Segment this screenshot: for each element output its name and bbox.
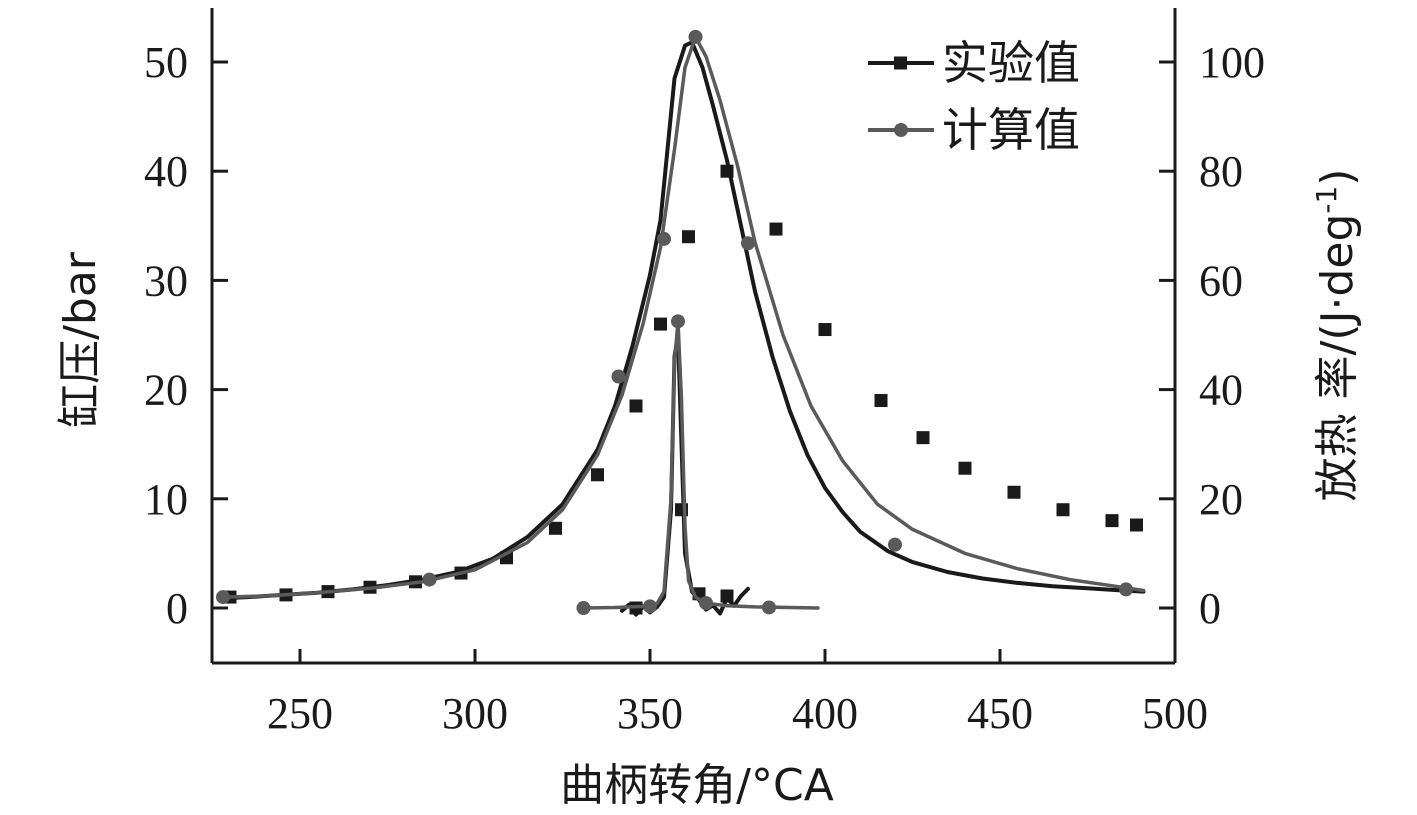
legend-item: 实验值 [868,36,1080,90]
data-point-square [654,317,667,331]
data-point-circle [688,29,703,44]
data-point-square [720,589,734,603]
data-point-square [1007,485,1021,499]
data-point-square [1105,514,1119,528]
legend-item: 计算值 [868,103,1080,157]
y-tick-label-right: 20 [1199,475,1243,524]
y-tick-label-left: 30 [144,256,188,305]
data-point-circle [643,599,657,614]
y-tick-label-right: 40 [1199,366,1243,415]
data-point-square [549,521,562,535]
data-point-square [769,222,783,236]
series-pressure-calculated [216,29,1146,605]
x-tick-label: 250 [267,689,333,738]
series-line [581,319,820,610]
y-tick-label-left: 0 [166,584,188,633]
data-point-circle [576,601,591,615]
data-point-square [591,468,604,482]
x-tick-label: 300 [442,689,508,738]
data-point-circle [611,369,626,384]
x-tick-label: 350 [617,689,683,738]
data-point-circle [657,231,671,246]
y-tick-label-left: 20 [144,366,188,415]
series-layer [216,29,1146,617]
series-line [221,40,1146,601]
data-point-circle [671,314,685,329]
x-tick-label: 400 [792,689,858,738]
x-tick-label: 500 [1142,689,1208,738]
series-pressure-experimental [221,40,1146,604]
y-tick-label-left: 50 [144,38,188,87]
data-point-circle [741,236,755,251]
data-point-square [629,399,643,413]
data-point-square [1056,503,1070,517]
data-point-square [1130,518,1143,532]
data-point-square [818,323,832,337]
y-tick-label-right: 0 [1199,584,1221,633]
y-axis-label-right-main: 放热 率/(J·deg [1312,214,1363,502]
legend-label: 计算值 [942,103,1080,157]
y-axis-label-right-close: ) [1312,169,1363,186]
legend-marker-circle [894,123,908,137]
series-heat_release_rate-calculated [576,314,820,615]
data-point-circle [1119,582,1133,597]
data-point-square [958,461,972,475]
data-point-square [720,164,734,178]
x-axis-label: 曲柄转角/°CA [560,760,834,811]
y-axis-label-left: 缸压/bar [55,251,106,428]
data-point-circle [888,537,902,552]
data-point-circle [699,596,713,611]
y-axis-label-right: 放热 率/(J·deg-1) [1310,169,1364,502]
data-point-square [916,431,930,445]
y-axis-label-right-superscript: -1 [1310,186,1343,214]
axes-layer: 250 300 350 400 450 5000102030405002040608010… [144,8,1265,738]
data-point-circle [762,600,776,615]
data-point-square [874,394,888,408]
data-point-circle [216,590,230,605]
y-tick-label-left: 10 [144,475,188,524]
y-tick-label-right: 100 [1199,38,1265,87]
x-tick-label: 450 [967,689,1033,738]
data-point-square [682,230,695,244]
legend-label: 实验值 [942,36,1080,90]
y-tick-label-right: 60 [1199,256,1243,305]
data-point-circle [422,572,437,587]
y-tick-label-left: 40 [144,147,188,196]
legend-marker-square [894,56,907,70]
y-tick-label-right: 80 [1199,147,1243,196]
